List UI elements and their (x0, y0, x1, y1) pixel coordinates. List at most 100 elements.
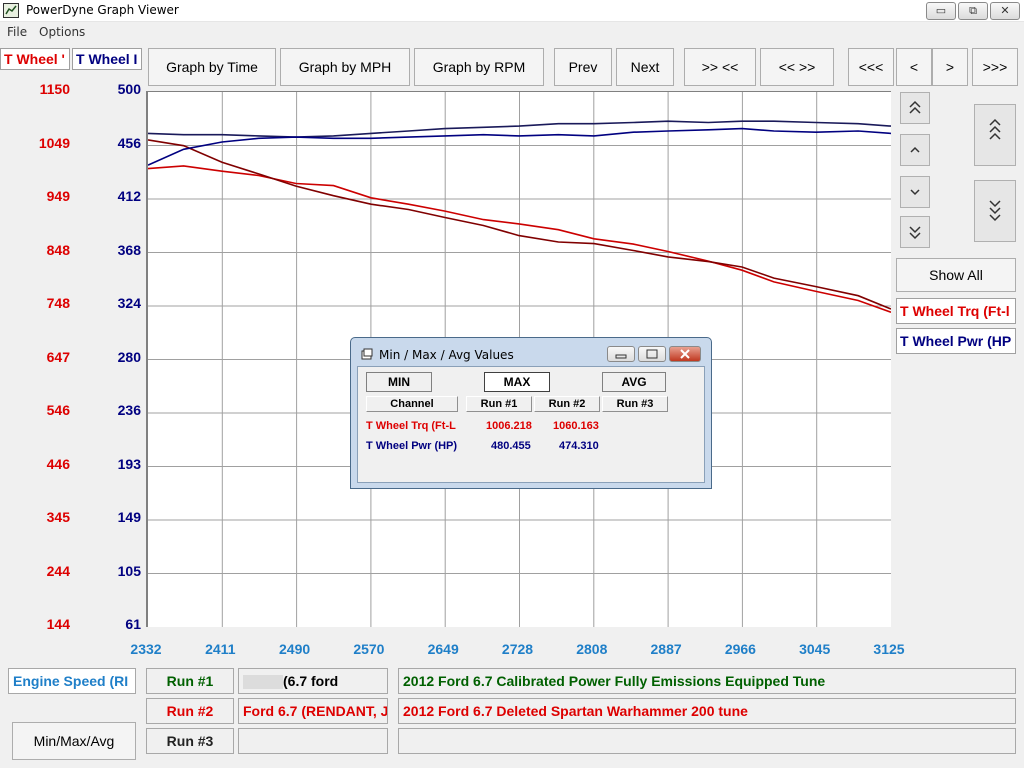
scroll-far-right-button[interactable]: >>> (972, 48, 1018, 86)
row-torque-channel: T Wheel Trq (Ft-L (366, 420, 456, 432)
row-power-run2: 474.310 (559, 440, 599, 452)
expand-up-button[interactable] (974, 104, 1016, 166)
x-tick-label: 3045 (799, 641, 831, 657)
show-all-button[interactable]: Show All (896, 258, 1016, 292)
series-line-power-1 (148, 120, 891, 138)
scroll-right-button[interactable]: > (932, 48, 968, 86)
y-right-tick-label: 456 (117, 134, 141, 151)
col-header-run3[interactable]: Run #3 (602, 396, 668, 412)
x-tick-label: 2728 (501, 641, 534, 657)
run2-description-field[interactable]: 2012 Ford 6.7 Deleted Spartan Warhammer … (398, 698, 1016, 724)
y-right-tick-label: 412 (117, 188, 141, 204)
col-header-run1[interactable]: Run #1 (466, 396, 532, 412)
dialog-minimize-button[interactable] (607, 346, 635, 362)
close-button[interactable]: ✕ (990, 2, 1020, 20)
graph-by-mph-button[interactable]: Graph by MPH (280, 48, 410, 86)
y-right-tick-label: 105 (117, 562, 141, 579)
dialog-window-icon (361, 348, 373, 360)
y-right-tick-label: 324 (117, 295, 141, 311)
chevron-down-icon (910, 189, 920, 196)
y-left-tick-label: 647 (46, 348, 70, 365)
dialog-body: MIN MAX AVG Channel Run #1 Run #2 Run #3… (357, 366, 705, 483)
x-tick-label: 2490 (279, 641, 311, 657)
chevron-up-icon (910, 146, 920, 153)
scroll-bottom-button[interactable] (900, 216, 930, 248)
window-title: PowerDyne Graph Viewer (26, 3, 179, 17)
run3-file-field[interactable] (238, 728, 388, 754)
row-torque-run1: 1006.218 (486, 420, 532, 432)
double-chevron-down-icon (909, 226, 921, 240)
min-button[interactable]: MIN (366, 372, 432, 392)
min-max-avg-dialog: Min / Max / Avg Values MIN MAX AVG Chann… (350, 337, 712, 489)
y-right-tick-label: 500 (117, 81, 141, 97)
col-header-channel[interactable]: Channel (366, 396, 458, 412)
y-left-tick-label: 144 (46, 616, 70, 632)
col-header-run2[interactable]: Run #2 (534, 396, 600, 412)
run2-label: Run #2 (146, 698, 234, 724)
menu-file[interactable]: File (7, 25, 28, 39)
y-right-tick-label: 193 (117, 455, 141, 472)
series-line-power-2 (148, 127, 891, 166)
y-left-tick-label: 1150 (39, 81, 70, 97)
y-right-tick-label: 236 (117, 402, 141, 418)
redacted-block (243, 675, 283, 690)
run1-description-field[interactable]: 2012 Ford 6.7 Calibrated Power Fully Emi… (398, 668, 1016, 694)
y-right-tick-label: 149 (117, 509, 141, 525)
y-left-tick-label: 1049 (38, 134, 70, 151)
min-max-avg-button[interactable]: Min/Max/Avg (12, 722, 136, 760)
double-chevron-up-icon (909, 100, 921, 114)
run3-label: Run #3 (146, 728, 234, 754)
minimize-button[interactable]: ▭ (926, 2, 956, 20)
scroll-far-left-button[interactable]: <<< (848, 48, 894, 86)
y-left-tick-label: 848 (46, 241, 70, 258)
title-bar: PowerDyne Graph Viewer ▭ ⧉ ✕ (0, 0, 1024, 22)
close-icon (680, 349, 690, 359)
y-left-tick-label: 345 (46, 509, 70, 525)
menu-options[interactable]: Options (39, 25, 86, 39)
close-icon: ✕ (1000, 5, 1010, 17)
next-button[interactable]: Next (616, 48, 674, 86)
run1-label: Run #1 (146, 668, 234, 694)
expand-down-button[interactable] (974, 180, 1016, 242)
legend-power[interactable]: T Wheel Pwr (HP (896, 328, 1016, 354)
legend-torque[interactable]: T Wheel Trq (Ft-l (896, 298, 1016, 324)
maximize-button[interactable]: ⧉ (958, 2, 988, 20)
zoom-out-button[interactable]: << >> (760, 48, 834, 86)
dialog-maximize-button[interactable] (638, 346, 666, 362)
scroll-left-button[interactable]: < (896, 48, 932, 86)
tab-torque[interactable]: T Wheel ' (0, 48, 70, 70)
run2-file-field[interactable]: Ford 6.7 (RENDANT, J (238, 698, 388, 724)
y-right-tick-label: 280 (117, 348, 141, 365)
scroll-up-button[interactable] (900, 134, 930, 166)
series-line-torque-2 (148, 139, 891, 310)
scroll-top-button[interactable] (900, 92, 930, 124)
app-graph-icon (3, 3, 19, 18)
tab-power[interactable]: T Wheel I (72, 48, 142, 70)
row-power-run1: 480.455 (491, 440, 531, 452)
max-button[interactable]: MAX (484, 372, 550, 392)
x-tick-label: 2808 (576, 641, 608, 657)
y-left-tick-label: 949 (46, 188, 70, 204)
graph-by-time-button[interactable]: Graph by Time (148, 48, 276, 86)
minimize-icon (615, 354, 627, 359)
run1-file-field[interactable]: (6.7 ford (238, 668, 388, 694)
x-tick-label: 2887 (650, 641, 682, 657)
avg-button[interactable]: AVG (602, 372, 666, 392)
prev-button[interactable]: Prev (554, 48, 612, 86)
y-left-tick-label: 546 (46, 402, 70, 418)
maximize-icon (646, 349, 658, 359)
dialog-close-button[interactable] (669, 346, 701, 362)
run3-description-field[interactable] (398, 728, 1016, 754)
run1-file-text: (6.7 ford (283, 673, 339, 689)
x-tick-label: 2332 (130, 641, 162, 657)
engine-speed-field[interactable]: Engine Speed (RI (8, 668, 136, 694)
x-tick-label: 2570 (353, 641, 385, 657)
x-tick-label: 3125 (873, 641, 905, 657)
zoom-in-button[interactable]: >> << (684, 48, 756, 86)
graph-by-rpm-button[interactable]: Graph by RPM (414, 48, 544, 86)
scroll-down-button[interactable] (900, 176, 930, 208)
row-torque-run2: 1060.163 (553, 420, 599, 432)
y-left-tick-label: 244 (46, 562, 70, 579)
x-tick-label: 2966 (724, 641, 756, 657)
triple-chevron-up-icon (989, 118, 1001, 140)
